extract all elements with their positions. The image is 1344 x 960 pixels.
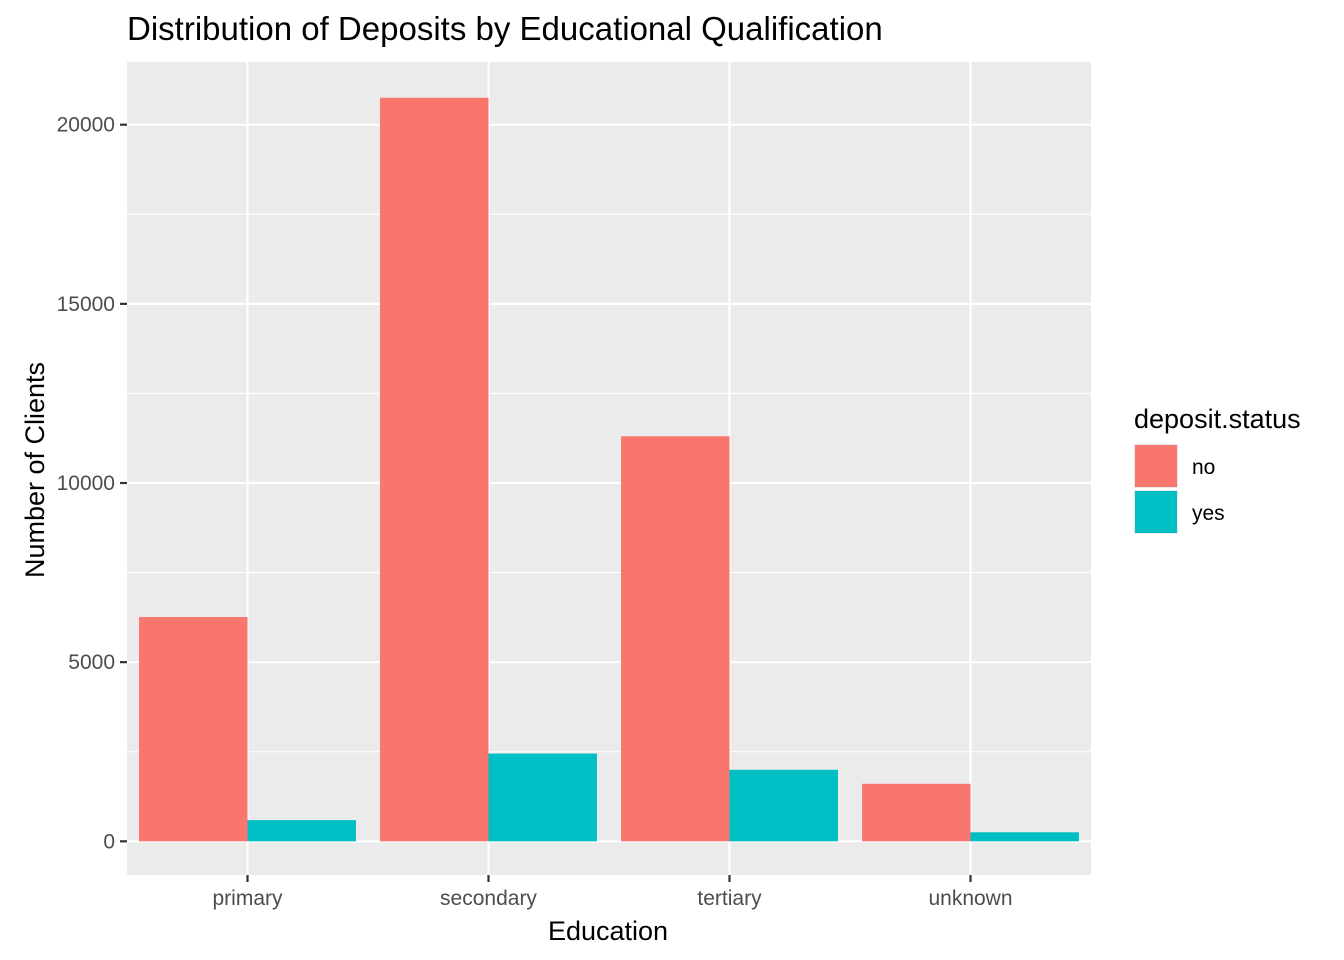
x-tick-label: primary	[212, 887, 283, 910]
y-tick-label: 15000	[57, 293, 115, 316]
y-tick-label: 20000	[57, 114, 115, 137]
bar-yes-primary	[247, 820, 356, 842]
bar-yes-tertiary	[729, 769, 838, 842]
legend: deposit.status no yes	[1134, 404, 1301, 534]
bar-no-primary	[139, 617, 248, 842]
y-axis: 0 5000 10000 15000 20000	[57, 114, 127, 853]
bars	[139, 97, 1079, 842]
x-axis-title: Education	[548, 916, 668, 946]
legend-key-yes	[1135, 491, 1177, 533]
legend-label-yes: yes	[1192, 502, 1225, 525]
bar-yes-unknown	[970, 832, 1079, 842]
minor-gridlines	[127, 213, 1091, 753]
legend-label-no: no	[1192, 456, 1215, 479]
bar-yes-secondary	[488, 753, 597, 842]
y-axis-title: Number of Clients	[20, 362, 50, 578]
panel-background	[127, 62, 1091, 875]
y-tick-label: 0	[103, 830, 115, 853]
chart-title: Distribution of Deposits by Educational …	[127, 10, 883, 47]
plot-panel	[127, 62, 1091, 875]
bar-no-secondary	[380, 97, 489, 842]
bar-no-tertiary	[621, 436, 730, 842]
legend-items: no yes	[1134, 444, 1225, 534]
x-tick-label: tertiary	[697, 887, 762, 910]
x-tick-label: unknown	[928, 887, 1012, 910]
legend-title: deposit.status	[1134, 404, 1301, 434]
y-tick-label: 10000	[57, 472, 115, 495]
x-tick-label: secondary	[440, 887, 537, 910]
legend-key-no	[1135, 445, 1177, 487]
x-axis: primary secondary tertiary unknown	[212, 875, 1013, 910]
y-tick-label: 5000	[68, 651, 115, 674]
bar-no-unknown	[862, 783, 971, 842]
